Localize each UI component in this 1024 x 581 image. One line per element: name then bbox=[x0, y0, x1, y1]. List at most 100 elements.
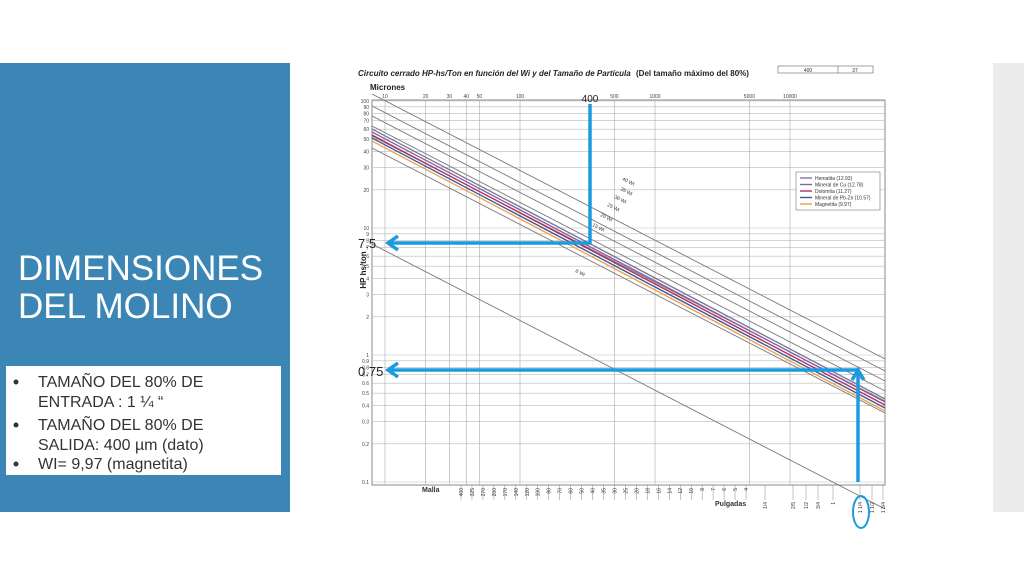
title-line: DIMENSIONES bbox=[18, 249, 263, 288]
mineral-line bbox=[371, 131, 886, 403]
y-tick-label: 20 bbox=[363, 188, 369, 194]
bullet: WI= 9,97 (magnetita) bbox=[38, 456, 188, 473]
inch-tick-label: 1/4 bbox=[763, 502, 769, 509]
header-cell: 37 bbox=[852, 68, 858, 74]
highlight-ellipse bbox=[852, 495, 870, 529]
mesh-tick-label: 40 bbox=[591, 488, 597, 494]
bullet-line: ENTRADA : 1 ¼ “ bbox=[38, 394, 163, 411]
y-tick-label: 0.5 bbox=[362, 391, 369, 397]
y-tick-label: 1 bbox=[366, 353, 369, 359]
legend-label: Magnetita (9.97) bbox=[815, 202, 852, 208]
bullet-dot bbox=[13, 422, 19, 428]
x-label: Micrones bbox=[370, 83, 406, 92]
wi-line bbox=[371, 125, 886, 392]
plot-frame bbox=[371, 99, 886, 486]
mesh-tick-label: 4 bbox=[744, 488, 750, 491]
wi-label: 40 Wi bbox=[621, 176, 635, 187]
inch-tick-label: 3/4 bbox=[816, 502, 822, 509]
x-tick-label: 5000 bbox=[744, 94, 755, 100]
y-tick-label: 0.2 bbox=[362, 442, 369, 448]
mesh-tick-label: 30 bbox=[612, 488, 618, 494]
mineral-line bbox=[371, 134, 886, 406]
mesh-tick-label: 60 bbox=[569, 488, 575, 494]
figure: Circuito cerrado HP-hs/Ton en función de… bbox=[358, 65, 887, 529]
x-tick-label: 10 bbox=[382, 94, 388, 100]
wi-label: 30 Wi bbox=[613, 194, 627, 205]
mesh-tick-label: 50 bbox=[580, 488, 586, 494]
inch-tick-label: 1 bbox=[831, 502, 837, 505]
inch-tick-label: 1 3/4 bbox=[881, 502, 887, 513]
y-tick-label: 0.4 bbox=[362, 404, 369, 410]
mesh-label: Malla bbox=[422, 487, 440, 494]
y-tick-label: 7 bbox=[366, 246, 369, 252]
mesh-tick-label: 100 bbox=[536, 488, 542, 497]
wi-line bbox=[371, 243, 886, 510]
x-tick-label: 1000 bbox=[649, 94, 660, 100]
mesh-tick-label: 170 bbox=[503, 488, 509, 497]
y-tick-label: 0.6 bbox=[362, 381, 369, 387]
legend-label: Dolomita (11.27) bbox=[815, 189, 852, 195]
wi-line bbox=[371, 115, 886, 382]
legend-label: Mineral de Cu (12.78) bbox=[815, 183, 864, 189]
mesh-tick-label: 200 bbox=[492, 488, 498, 497]
bullet: TAMAÑO DEL 80% DE ENTRADA : 1 ¼ “ bbox=[38, 371, 203, 411]
annotation-hp-out: 7.5 bbox=[358, 236, 376, 251]
wi-line bbox=[371, 93, 886, 360]
y-tick-label: 4 bbox=[366, 277, 369, 283]
mineral-line bbox=[371, 128, 886, 400]
mesh-tick-label: 70 bbox=[558, 488, 564, 494]
title-line: DEL MOLINO bbox=[18, 287, 233, 326]
y-tick-label: 100 bbox=[361, 99, 370, 105]
bullet-line: SALIDA: 400 µm (dato) bbox=[38, 437, 204, 454]
mesh-tick-label: 400 bbox=[459, 488, 465, 497]
y-tick-label: 0.9 bbox=[362, 359, 369, 365]
y-tick-label: 40 bbox=[363, 150, 369, 156]
mesh-tick-label: 12 bbox=[678, 488, 684, 494]
mesh-tick-label: 25 bbox=[623, 488, 629, 494]
mesh-tick-label: 6 bbox=[722, 488, 728, 491]
mesh-tick-label: 120 bbox=[525, 488, 531, 497]
annotation-hp-in: 0.75 bbox=[358, 364, 383, 379]
bullet-line: TAMAÑO DEL 80% DE bbox=[38, 371, 203, 391]
y-label: HP hs/ton bbox=[359, 251, 368, 288]
y-tick-label: 0.3 bbox=[362, 419, 369, 425]
wi-label: 20 Wi bbox=[599, 212, 613, 223]
arrowhead bbox=[384, 234, 400, 252]
figure-subtitle: (Del tamaño máximo del 80%) bbox=[636, 69, 749, 78]
y-tick-label: 6 bbox=[366, 254, 369, 260]
y-tick-label: 90 bbox=[363, 105, 369, 111]
y-tick-label: 0.1 bbox=[362, 480, 369, 486]
y-tick-label: 8 bbox=[366, 238, 369, 244]
y-tick-label: 10 bbox=[363, 226, 369, 232]
y-tick-label: 5 bbox=[366, 264, 369, 270]
inch-label: Pulgadas bbox=[715, 501, 746, 508]
bullet-line: WI= 9,97 (magnetita) bbox=[38, 456, 188, 473]
wi-label: 8 Wi bbox=[574, 268, 586, 278]
y-tick-label: 2 bbox=[366, 315, 369, 321]
bullet-box bbox=[6, 366, 281, 475]
wi-label: 35 Wi bbox=[619, 186, 633, 197]
y-tick-label: 50 bbox=[363, 137, 369, 143]
bullet-dot bbox=[13, 461, 19, 467]
mesh-tick-label: 20 bbox=[634, 488, 640, 494]
inch-tick-label: 1/2 bbox=[804, 502, 810, 509]
mesh-tick-label: 80 bbox=[547, 488, 553, 494]
y-tick-label: 60 bbox=[363, 127, 369, 133]
inch-tick-label: 1 1/4 bbox=[858, 502, 864, 513]
x-tick-label: 500 bbox=[610, 94, 619, 100]
wi-line bbox=[371, 105, 886, 372]
mesh-tick-label: 16 bbox=[656, 488, 662, 494]
bullet: TAMAÑO DEL 80% DE SALIDA: 400 µm (dato) bbox=[38, 414, 204, 454]
wi-label: 25 Wi bbox=[606, 202, 620, 213]
mesh-tick-label: 5 bbox=[733, 488, 739, 491]
right-strip bbox=[993, 63, 1024, 512]
inch-tick-label: 1 1/2 bbox=[870, 502, 876, 513]
inch-tick-label: 2/5 bbox=[791, 502, 797, 509]
mesh-tick-label: 325 bbox=[470, 488, 476, 497]
mesh-tick-label: 10 bbox=[689, 488, 695, 494]
mesh-tick-label: 140 bbox=[514, 488, 520, 497]
x-tick-label: 30 bbox=[447, 94, 453, 100]
legend-label: Mineral de Pb-Zn (10.57) bbox=[815, 196, 871, 202]
x-tick-label: 10000 bbox=[783, 94, 797, 100]
